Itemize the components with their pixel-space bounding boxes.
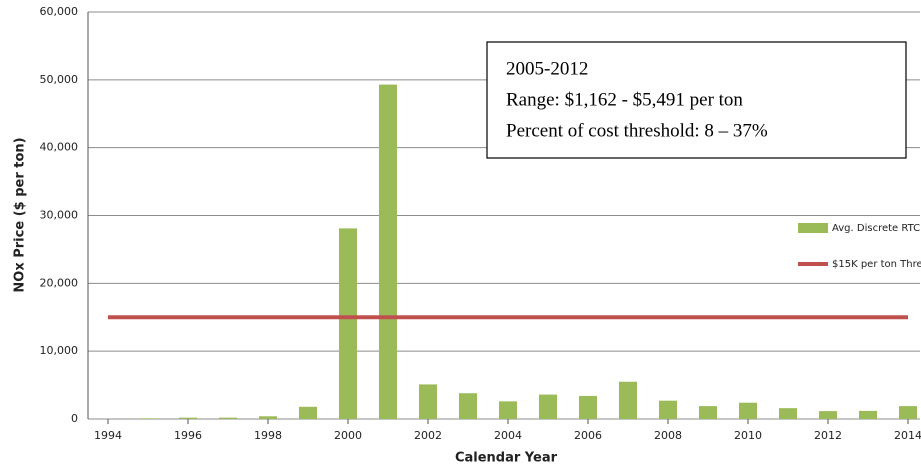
y-axis-title: NOx Price ($ per ton) xyxy=(13,137,28,292)
bar xyxy=(699,406,717,419)
bar xyxy=(419,384,437,419)
bar xyxy=(259,416,277,419)
annotation-text: 2005-2012 xyxy=(506,58,588,79)
y-tick-label: 0 xyxy=(71,412,78,425)
legend-label: Avg. Discrete RTC Price xyxy=(832,223,921,234)
bar xyxy=(819,411,837,419)
legend-swatch xyxy=(798,223,828,233)
x-tick-label: 2014 xyxy=(894,429,921,442)
bar xyxy=(499,401,517,419)
bar xyxy=(739,402,757,419)
bar xyxy=(899,406,917,419)
bar xyxy=(219,417,237,419)
x-tick-label: 2002 xyxy=(414,429,442,442)
annotation-text: Range: $1,162 - $5,491 per ton xyxy=(506,89,743,110)
x-axis-title: Calendar Year xyxy=(455,451,558,466)
x-tick-label: 2012 xyxy=(814,429,842,442)
x-tick-label: 2010 xyxy=(734,429,762,442)
bar xyxy=(379,84,397,419)
y-tick-label: 50,000 xyxy=(40,73,79,86)
y-tick-label: 20,000 xyxy=(40,276,79,289)
y-tick-label: 10,000 xyxy=(40,344,79,357)
bar xyxy=(139,418,157,419)
legend-label: $15K per ton Threshold xyxy=(832,259,921,270)
bar xyxy=(339,228,357,419)
bar xyxy=(539,394,557,419)
x-tick-label: 2008 xyxy=(654,429,682,442)
x-tick-label: 2004 xyxy=(494,429,522,442)
bar xyxy=(859,410,877,419)
annotation-text: Percent of cost threshold: 8 – 37% xyxy=(506,120,768,141)
x-tick-label: 1996 xyxy=(174,429,202,442)
annotation-box xyxy=(486,41,907,159)
bar xyxy=(619,381,637,419)
y-tick-label: 60,000 xyxy=(40,5,79,18)
y-tick-label: 30,000 xyxy=(40,209,79,222)
bar xyxy=(779,408,797,419)
x-tick-label: 2000 xyxy=(334,429,362,442)
y-tick-label: 40,000 xyxy=(40,141,79,154)
x-tick-label: 2006 xyxy=(574,429,602,442)
bar xyxy=(299,406,317,419)
bar xyxy=(659,400,677,419)
bar xyxy=(579,395,597,419)
bar xyxy=(179,417,197,419)
bar xyxy=(459,393,477,419)
x-tick-label: 1998 xyxy=(254,429,282,442)
x-tick-label: 1994 xyxy=(94,429,122,442)
